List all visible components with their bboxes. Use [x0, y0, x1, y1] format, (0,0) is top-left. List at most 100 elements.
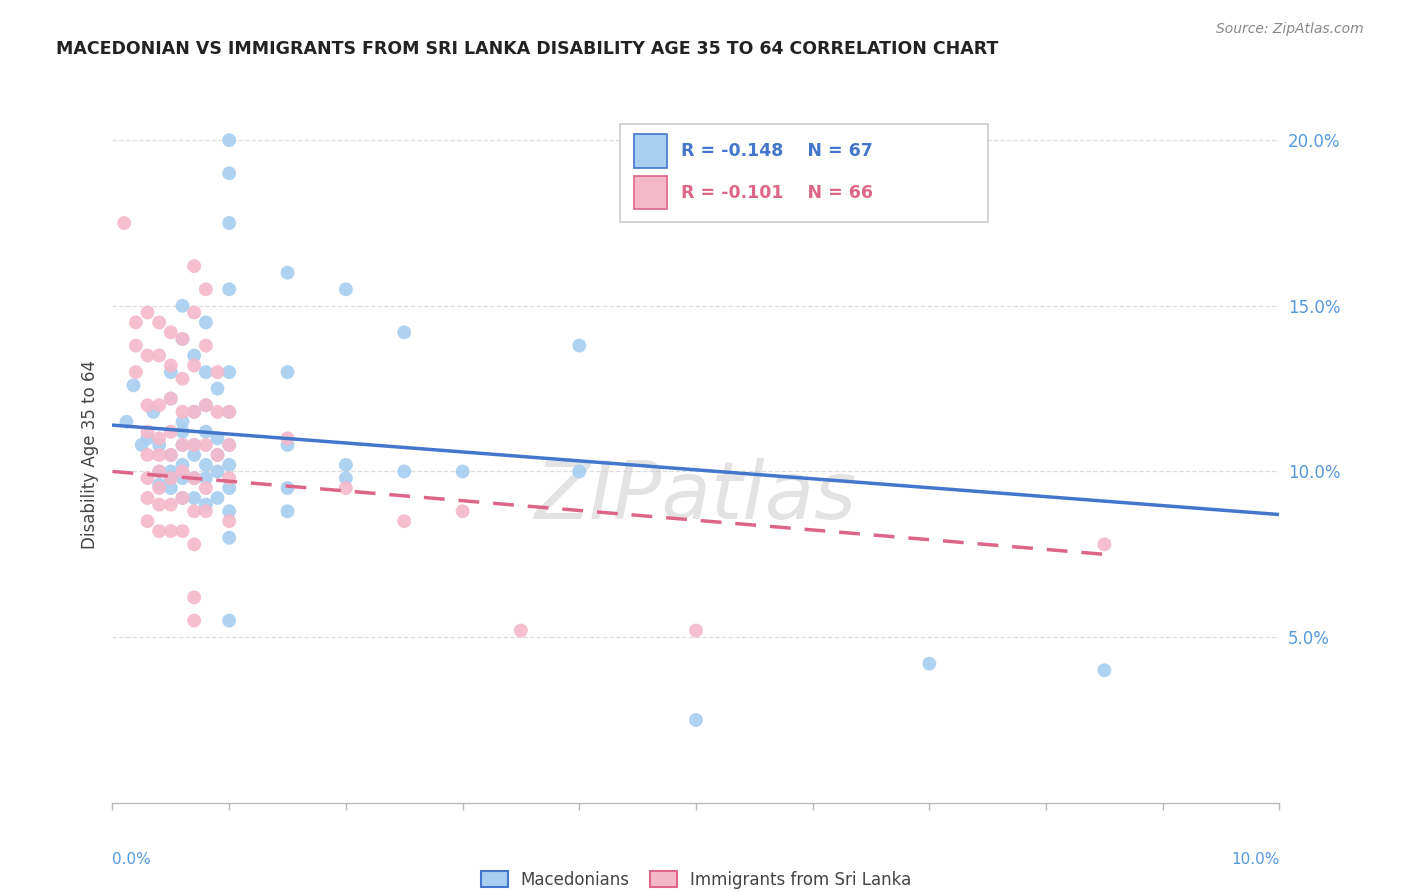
Point — [685, 713, 707, 727]
Text: R = -0.148    N = 67: R = -0.148 N = 67 — [681, 142, 873, 160]
Point — [218, 481, 240, 495]
Point — [335, 282, 357, 296]
Point — [218, 216, 240, 230]
Point — [276, 481, 298, 495]
Point — [685, 624, 707, 638]
Point — [194, 458, 217, 472]
Point — [148, 398, 170, 412]
Point — [218, 514, 240, 528]
Point — [218, 438, 240, 452]
Point — [509, 624, 531, 638]
Point — [172, 491, 194, 505]
Point — [451, 465, 474, 479]
Point — [194, 481, 217, 495]
Point — [136, 491, 159, 505]
Point — [160, 392, 183, 406]
Point — [136, 448, 159, 462]
Point — [1094, 537, 1116, 551]
Point — [218, 458, 240, 472]
Point — [276, 438, 298, 452]
Point — [194, 498, 217, 512]
Point — [276, 431, 298, 445]
Point — [160, 425, 183, 439]
Point — [148, 431, 170, 445]
Point — [568, 465, 591, 479]
Point — [218, 133, 240, 147]
Point — [218, 405, 240, 419]
Text: ZIPatlas: ZIPatlas — [534, 458, 858, 536]
Point — [451, 504, 474, 518]
Point — [136, 349, 159, 363]
Point — [183, 438, 205, 452]
Point — [568, 338, 591, 352]
Point — [172, 299, 194, 313]
FancyBboxPatch shape — [634, 134, 666, 168]
Point — [276, 266, 298, 280]
Point — [207, 448, 229, 462]
Point — [125, 338, 148, 352]
Point — [207, 405, 229, 419]
Text: 0.0%: 0.0% — [112, 852, 152, 867]
Point — [183, 448, 205, 462]
Point — [183, 405, 205, 419]
Point — [183, 438, 205, 452]
Point — [172, 415, 194, 429]
Point — [194, 504, 217, 518]
Legend: Macedonians, Immigrants from Sri Lanka: Macedonians, Immigrants from Sri Lanka — [474, 864, 918, 892]
Point — [207, 431, 229, 445]
Point — [160, 365, 183, 379]
Point — [218, 282, 240, 296]
Point — [160, 448, 183, 462]
Point — [218, 614, 240, 628]
Point — [148, 349, 170, 363]
Point — [172, 425, 194, 439]
Point — [112, 216, 135, 230]
Point — [136, 471, 159, 485]
Point — [183, 591, 205, 605]
Point — [115, 415, 138, 429]
Point — [218, 504, 240, 518]
Point — [335, 481, 357, 495]
Point — [136, 431, 159, 445]
Point — [194, 471, 217, 485]
Point — [148, 315, 170, 329]
Point — [194, 315, 217, 329]
Point — [207, 465, 229, 479]
Text: 10.0%: 10.0% — [1232, 852, 1279, 867]
Point — [172, 458, 194, 472]
Point — [160, 498, 183, 512]
Point — [160, 481, 183, 495]
Point — [218, 531, 240, 545]
Point — [136, 425, 159, 439]
Point — [148, 477, 170, 491]
Point — [172, 332, 194, 346]
Point — [335, 471, 357, 485]
Point — [194, 398, 217, 412]
Point — [160, 471, 183, 485]
Point — [148, 448, 170, 462]
Point — [183, 305, 205, 319]
Point — [218, 405, 240, 419]
Point — [183, 471, 205, 485]
Point — [276, 365, 298, 379]
Text: MACEDONIAN VS IMMIGRANTS FROM SRI LANKA DISABILITY AGE 35 TO 64 CORRELATION CHAR: MACEDONIAN VS IMMIGRANTS FROM SRI LANKA … — [56, 40, 998, 58]
Point — [172, 332, 194, 346]
Point — [218, 438, 240, 452]
Point — [183, 614, 205, 628]
Point — [160, 326, 183, 340]
Point — [172, 438, 194, 452]
Point — [276, 504, 298, 518]
Point — [172, 465, 194, 479]
Point — [136, 305, 159, 319]
Point — [194, 425, 217, 439]
Point — [218, 365, 240, 379]
FancyBboxPatch shape — [620, 124, 987, 222]
Y-axis label: Disability Age 35 to 64: Disability Age 35 to 64 — [82, 360, 100, 549]
Point — [394, 514, 416, 528]
Point — [148, 481, 170, 495]
Point — [172, 471, 194, 485]
Point — [218, 166, 240, 180]
Point — [172, 491, 194, 505]
Point — [183, 359, 205, 373]
Point — [207, 382, 229, 396]
